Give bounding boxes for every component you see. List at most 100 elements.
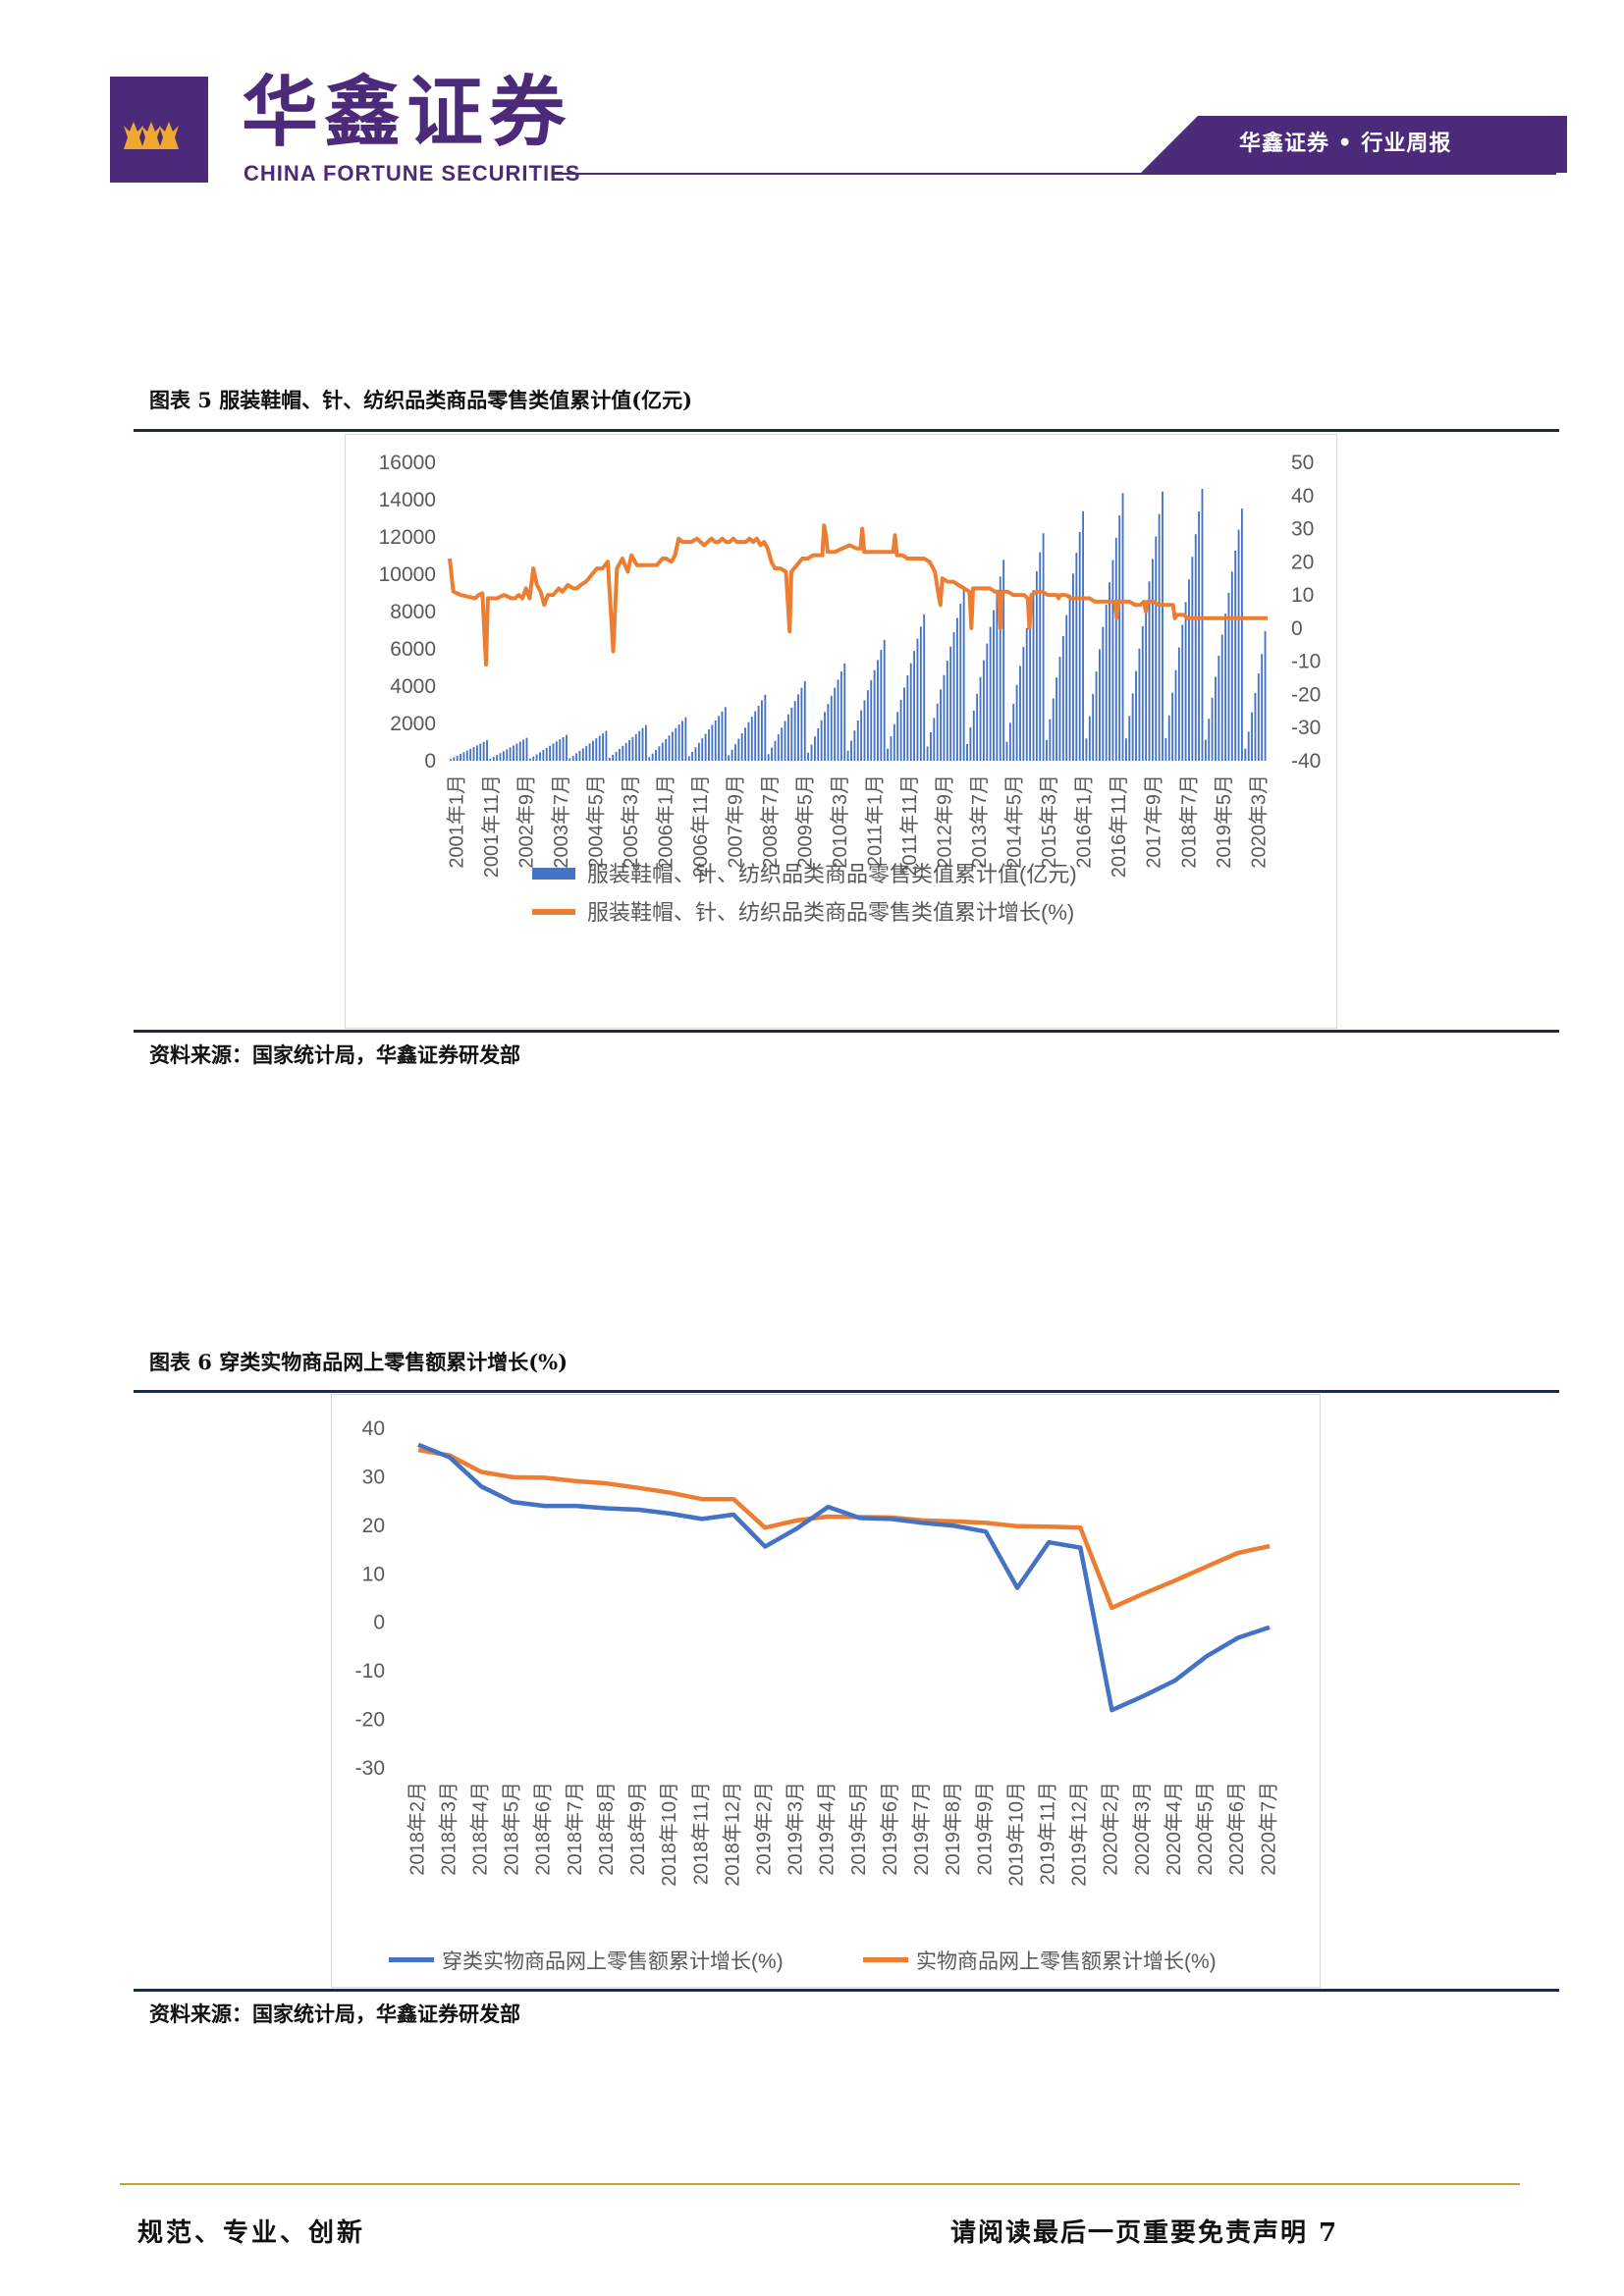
y-axis-tick-label: 40 (362, 1417, 385, 1440)
x-axis-tick-label: 2013年7月 (968, 774, 991, 869)
right-axis-tick-label: 50 (1291, 452, 1314, 474)
bar-mark (877, 660, 879, 761)
x-axis-tick-label: 2019年6月 (879, 1782, 901, 1876)
bar-mark (559, 739, 562, 761)
bar-mark (1145, 604, 1148, 761)
legend-label-line: 服装鞋帽、针、纺织品类商品零售类值累计增长(%) (587, 900, 1074, 925)
legend-swatch-line (532, 909, 575, 915)
bar-mark (820, 720, 823, 761)
bar-mark (1085, 738, 1088, 761)
bar-mark (1244, 748, 1247, 761)
bar-mark (1088, 716, 1091, 761)
x-axis-tick-label: 2004年5月 (584, 774, 607, 869)
bar-mark (754, 711, 757, 761)
x-axis-tick-label: 2018年8月 (595, 1782, 618, 1876)
x-axis-tick-label: 2018年4月 (468, 1782, 491, 1876)
figure6-bottom-rule (134, 1989, 1559, 1992)
left-axis-tick-label: 6000 (390, 638, 436, 661)
bar-mark (1092, 693, 1095, 761)
bar-mark (465, 750, 468, 761)
bar-mark (1072, 573, 1074, 761)
x-axis-tick-label: 2019年7月 (910, 1782, 933, 1876)
x-axis-tick-label: 2020年2月 (1100, 1782, 1122, 1876)
bar-mark (568, 758, 571, 761)
bar-mark (761, 700, 763, 761)
bar-mark (575, 753, 577, 761)
bar-mark (675, 727, 677, 761)
bar-mark (602, 733, 604, 761)
bar-mark (803, 680, 806, 761)
bar-mark (1227, 592, 1230, 761)
figure6-chart: -30 -20 -10 0 10 20 30 40 2018年2月 2018年3月 2018年4月 2… (355, 1417, 1280, 1973)
bar-mark (1111, 560, 1114, 761)
x-axis-tick-label: 2001年11月 (480, 774, 503, 878)
bar-mark (456, 755, 459, 761)
bar-mark (863, 700, 866, 761)
bar-mark (489, 759, 492, 761)
bar-mark (513, 745, 514, 761)
bar-mark (843, 663, 846, 761)
bar-mark (1208, 719, 1211, 761)
bar-mark (502, 751, 505, 761)
bar-mark (969, 726, 972, 761)
bar-mark (916, 638, 919, 761)
bar-mark (744, 727, 746, 761)
figure5-top-rule (134, 429, 1559, 432)
bar-mark (528, 758, 531, 761)
left-axis-tick-label: 16000 (379, 452, 436, 474)
bar-mark (492, 757, 495, 761)
bar-mark (694, 747, 697, 761)
bar-mark (1234, 550, 1237, 761)
bar-mark (1164, 737, 1167, 761)
bar-mark (1135, 670, 1137, 761)
x-axis-tick-label: 2019年11月 (1036, 1782, 1058, 1885)
bar-mark (887, 748, 890, 761)
figure5-source: 资料来源：国家统计局，华鑫证券研发部 (149, 1042, 520, 1067)
bar-mark (807, 752, 810, 761)
bar-mark (681, 721, 683, 761)
bar-mark (651, 753, 654, 761)
figure6-top-rule (134, 1390, 1559, 1393)
left-axis-tick-label: 0 (424, 750, 436, 773)
figure5-chart-frame: 0 2000 4000 6000 8000 10000 12000 14000 16000 -40… (345, 434, 1337, 1029)
bar-mark (999, 576, 1001, 761)
bar-mark (509, 747, 512, 761)
y-axis-tick-label: 0 (373, 1612, 385, 1634)
y-axis-tick-label: -20 (355, 1709, 385, 1732)
bar-mark (1002, 560, 1005, 761)
footer-slogan: 规范、专业、创新 (137, 2218, 366, 2248)
bar-mark (622, 745, 624, 761)
bar-mark (734, 744, 736, 761)
bar-mark (1148, 581, 1151, 761)
bar-mark (634, 733, 637, 761)
bar-mark (1128, 716, 1131, 761)
bar-mark (996, 593, 999, 761)
bar-mark (499, 753, 502, 761)
bar-mark (1124, 738, 1127, 761)
bar-mark (1058, 657, 1061, 761)
bar-mark (1015, 684, 1018, 761)
bar-mark (631, 736, 634, 761)
bar-mark (1224, 614, 1227, 761)
bar-mark (619, 748, 621, 761)
bar-mark (1201, 488, 1204, 761)
bar-mark (453, 757, 456, 761)
bar-mark (737, 738, 740, 761)
bar-mark (566, 734, 568, 761)
legend-swatch-series2 (863, 1957, 908, 1962)
x-axis-tick-label: 2018年12月 (721, 1782, 743, 1887)
bar-mark (873, 669, 876, 761)
x-axis-tick-label: 2019年10月 (1004, 1782, 1027, 1887)
bar-mark (946, 661, 948, 761)
bar-mark (1162, 491, 1164, 761)
figure6-title: 图表 6 穿类实物商品网上零售额累计增长(%) (149, 1350, 568, 1374)
bar-mark (585, 745, 588, 761)
bar-mark (1075, 553, 1078, 761)
bar-mark (883, 639, 886, 761)
bar-mark (1029, 609, 1032, 761)
bar-mark (450, 759, 452, 761)
bar-mark (469, 748, 472, 761)
bar-mark (1032, 590, 1035, 761)
bar-mark (691, 751, 694, 761)
x-axis-tick-label: 2008年7月 (759, 774, 782, 869)
